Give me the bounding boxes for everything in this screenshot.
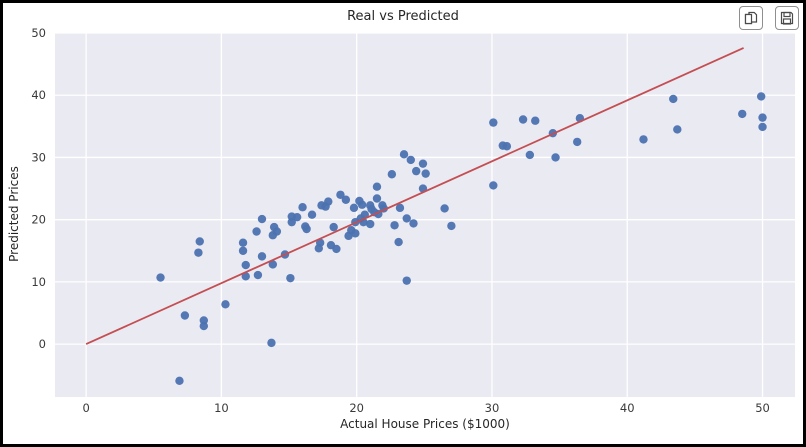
y-tick-label: 20	[31, 213, 46, 227]
scatter-point	[518, 115, 528, 124]
scatter-point	[440, 204, 449, 213]
scatter-point	[418, 159, 428, 168]
plot-background	[55, 33, 795, 397]
scatter-point	[238, 238, 248, 247]
scatter-point	[669, 94, 678, 104]
scatter-point	[241, 272, 250, 281]
x-tick-label: 20	[349, 401, 364, 415]
scatter-point	[257, 214, 267, 224]
y-tick-label: 30	[31, 150, 46, 164]
scatter-point	[180, 311, 190, 320]
scatter-point	[402, 276, 411, 285]
save-button[interactable]	[775, 6, 799, 30]
scatter-point	[525, 150, 535, 160]
scatter-point	[156, 273, 165, 282]
scatter-point	[758, 113, 767, 122]
scatter-point	[238, 246, 248, 255]
scatter-point	[738, 109, 747, 119]
scatter-point	[336, 190, 345, 199]
chart-title: Real vs Predicted	[347, 9, 459, 24]
scatter-point	[502, 142, 512, 151]
copy-button[interactable]	[739, 6, 763, 30]
x-tick-label: 50	[755, 401, 770, 415]
scatter-point	[390, 221, 399, 230]
scatter-point	[489, 118, 498, 127]
scatter-point	[332, 244, 341, 254]
scatter-point	[399, 150, 409, 159]
y-tick-label: 10	[31, 275, 46, 289]
scatter-point	[639, 135, 648, 144]
scatter-point	[324, 197, 333, 206]
x-tick-label: 40	[620, 401, 635, 415]
scatter-point	[314, 244, 324, 253]
scatter-point	[421, 169, 430, 178]
scatter-point	[307, 210, 317, 219]
scatter-point	[447, 221, 456, 231]
x-axis-label: Actual House Prices ($1000)	[340, 417, 510, 431]
scatter-point	[175, 376, 184, 386]
scatter-point	[349, 203, 359, 213]
scatter-point	[272, 227, 282, 236]
scatter-point	[298, 203, 307, 212]
scatter-point	[412, 166, 421, 176]
scatter-point	[551, 153, 560, 162]
scatter-point	[395, 203, 405, 213]
scatter-point	[531, 116, 540, 125]
plot-toolbar	[739, 6, 799, 30]
scatter-point	[409, 219, 418, 228]
scatter-point	[252, 227, 261, 236]
y-tick-label: 50	[31, 26, 46, 40]
scatter-point	[341, 195, 351, 204]
scatter-point	[302, 224, 311, 234]
scatter-point	[267, 338, 276, 348]
x-tick-label: 10	[214, 401, 229, 415]
scatter-point	[329, 222, 338, 232]
x-tick-label: 30	[485, 401, 500, 415]
scatter-point	[366, 219, 375, 229]
scatter-point	[394, 237, 403, 247]
scatter-point	[241, 260, 250, 270]
scatter-point	[253, 270, 263, 280]
scatter-point	[351, 229, 360, 238]
scatter-point	[673, 125, 682, 134]
identity-line	[85, 47, 744, 345]
x-tick-label: 0	[82, 401, 89, 415]
scatter-point	[292, 212, 302, 222]
scatter-point	[268, 260, 278, 269]
save-icon	[780, 11, 794, 25]
scatter-point	[344, 231, 353, 241]
scatter-point	[357, 200, 367, 209]
y-axis-label: Predicted Prices	[7, 166, 21, 262]
scatter-point	[387, 170, 397, 179]
scatter-point	[221, 300, 230, 309]
scatter-point	[489, 181, 498, 190]
scatter-point	[257, 252, 267, 261]
scatter-point	[372, 182, 382, 191]
y-tick-label: 0	[39, 337, 46, 351]
scatter-point	[286, 273, 295, 283]
chart-canvas: 0 10 20 30 40 50 0 10 20 30 40 50	[31, 26, 795, 415]
scatter-point	[572, 137, 582, 147]
copy-icon	[744, 11, 758, 25]
scatter-point	[406, 155, 415, 165]
scatter-point	[758, 122, 767, 132]
scatter-point	[199, 321, 209, 331]
scatter-point	[194, 248, 203, 257]
scatter-point	[372, 194, 382, 203]
scatter-point	[402, 214, 411, 223]
scatter-point	[756, 92, 766, 101]
y-tick-label: 40	[31, 88, 46, 102]
scatter-point	[195, 237, 204, 246]
